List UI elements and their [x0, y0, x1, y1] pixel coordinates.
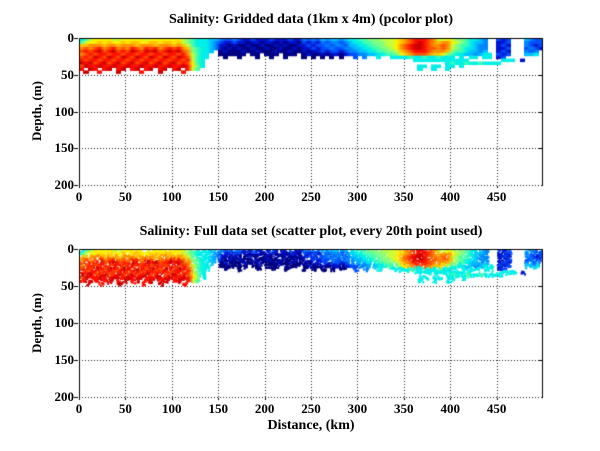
x-tick-label: 100 [162, 189, 182, 204]
x-tick-label: 450 [486, 401, 507, 416]
subplot2-title: Salinity: Full data set (scatter plot, e… [139, 224, 483, 239]
x-tick-label: 0 [75, 189, 83, 204]
x-tick-label: 200 [254, 401, 275, 416]
x-tick-label: 300 [347, 189, 368, 204]
x-tick-label: 50 [118, 189, 132, 204]
x-tick-label: 400 [440, 401, 460, 416]
y-tick-label: 0 [67, 241, 75, 256]
x-tick-label: 50 [118, 401, 132, 416]
y-tick-label: 50 [61, 66, 74, 82]
x-tick-label: 250 [301, 189, 321, 204]
subplot2-xlabel: Distance, (km) [267, 418, 355, 433]
x-tick-label: 250 [301, 401, 321, 416]
x-tick-label: 100 [162, 401, 182, 416]
y-tick-label: 100 [54, 315, 75, 330]
y-tick-label: 150 [54, 352, 75, 367]
x-tick-label: 200 [254, 189, 275, 204]
y-tick-label: 200 [54, 389, 75, 404]
y-tick-label: 150 [54, 140, 75, 156]
subplot1-title: Salinity: Gridded data (1km x 4m) (pcolo… [168, 12, 454, 27]
x-tick-label: 350 [394, 189, 414, 204]
x-tick-label: 450 [486, 189, 507, 204]
x-tick-label: 400 [440, 189, 460, 204]
y-tick-label: 100 [54, 103, 75, 119]
y-tick-label: 50 [61, 278, 74, 293]
x-tick-label: 300 [347, 401, 368, 416]
x-tick-label: 150 [208, 189, 228, 204]
y-tick-label: 200 [54, 177, 75, 192]
y-tick-label: 0 [67, 30, 75, 45]
x-tick-label: 350 [394, 401, 414, 416]
x-tick-label: 150 [208, 401, 228, 416]
x-tick-label: 0 [75, 401, 83, 416]
